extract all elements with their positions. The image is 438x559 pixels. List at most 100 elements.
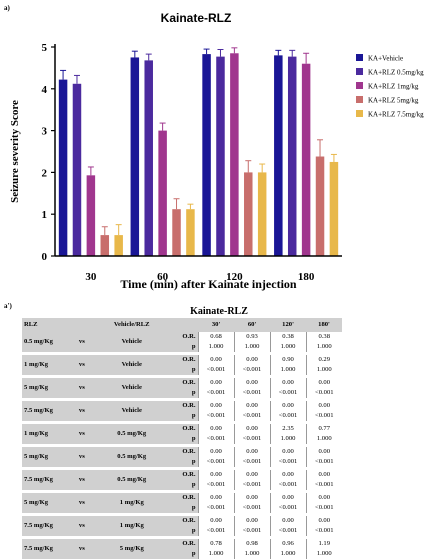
legend-swatch (356, 110, 363, 117)
x-tick-label: 60 (157, 271, 169, 283)
p-value: <0.001 (233, 388, 271, 398)
bar (100, 235, 110, 256)
or-value: 0.90 (269, 355, 307, 365)
or-value: 0.00 (305, 447, 342, 457)
p-value: <0.001 (269, 457, 307, 467)
table-row: 7.5 mg/Kg vs 0.5 mg/Kg O.R. 0.00 0.00 0.00 0.00 (22, 470, 342, 490)
or-label: O.R. (168, 470, 199, 480)
or-value: 0.00 (197, 424, 235, 434)
table-row: 0.5 mg/Kg vs Vehicle O.R. 0.68 0.93 0.38 0.38 (22, 332, 342, 352)
table-row: p <0.001 <0.001 <0.001 <0.001 (22, 457, 342, 467)
or-value: 0.00 (197, 447, 235, 457)
or-label: O.R. (168, 447, 199, 457)
comparison-dose: 7.5 mg/Kg (22, 539, 69, 559)
or-value: 0.93 (233, 332, 271, 342)
or-value: 0.00 (269, 493, 307, 503)
or-value: 0.00 (233, 516, 271, 526)
p-value: <0.001 (233, 365, 271, 375)
p-value: <0.001 (305, 503, 342, 513)
or-value: 0.00 (233, 378, 271, 388)
bar (244, 172, 253, 256)
table-row: 5 mg/Kg vs 0.5 mg/Kg O.R. 0.00 0.00 0.00 0.00 (22, 447, 342, 467)
or-value: 0.00 (233, 447, 271, 457)
comparison-reference: 0.5 mg/Kg (95, 470, 169, 490)
table-row: 7.5 mg/Kg vs Vehicle O.R. 0.00 0.00 0.00 0.00 (22, 401, 342, 421)
table-row: p <0.001 <0.001 <0.001 <0.001 (22, 503, 342, 513)
bar (315, 156, 325, 256)
bar (58, 79, 68, 256)
comparison-dose: 7.5 mg/Kg (22, 401, 69, 421)
or-value: 0.00 (269, 447, 307, 457)
legend-label: KA+RLZ 7.5mg/kg (368, 111, 424, 119)
or-value: 0.00 (197, 516, 235, 526)
or-value: 0.00 (305, 401, 342, 411)
or-value: 0.00 (269, 401, 307, 411)
legend-label: KA+RLZ 0.5mg/kg (368, 69, 424, 77)
or-value: 0.00 (305, 378, 342, 388)
legend-swatch (356, 96, 363, 103)
p-value: 1.000 (305, 434, 342, 444)
or-value: 0.29 (305, 355, 342, 365)
row-spacer (22, 467, 342, 470)
bar (257, 172, 267, 256)
bar (216, 56, 225, 256)
y-axis-label: Seizure severity Score (9, 100, 21, 203)
comparison-vs: vs (68, 447, 96, 467)
y-tick-label: 4 (42, 84, 48, 96)
comparison-dose: 5 mg/Kg (22, 378, 69, 398)
bar (114, 235, 123, 256)
x-tick-label: 180 (298, 271, 315, 283)
bar (86, 175, 96, 256)
or-value: 0.00 (197, 493, 235, 503)
x-tick-label: 120 (226, 271, 243, 283)
row-spacer (22, 513, 342, 516)
or-value: 0.00 (197, 355, 235, 365)
comparison-reference: 0.5 mg/Kg (95, 424, 169, 444)
or-label: O.R. (168, 332, 199, 342)
legend-swatch (356, 68, 363, 75)
p-label: p (168, 503, 199, 513)
p-value: <0.001 (197, 480, 235, 490)
comparison-vs: vs (68, 401, 96, 421)
y-tick-label: 3 (42, 126, 48, 138)
table-row: p <0.001 <0.001 <0.001 <0.001 (22, 411, 342, 421)
y-tick-label: 5 (42, 42, 48, 54)
table-row: p <0.001 <0.001 1.000 1.000 (22, 365, 342, 375)
y-tick-label: 2 (42, 167, 48, 179)
comparison-reference: 0.5 mg/Kg (95, 447, 169, 467)
p-value: <0.001 (197, 526, 235, 536)
header-stat (168, 318, 199, 332)
or-label: O.R. (168, 401, 199, 411)
p-label: p (168, 480, 199, 490)
or-value: 0.68 (197, 332, 235, 342)
legend-label: KA+Vehicle (368, 55, 403, 63)
comparison-dose: 5 mg/Kg (22, 447, 69, 467)
p-value: 1.000 (305, 342, 342, 352)
p-label: p (168, 526, 199, 536)
comparison-reference: Vehicle (95, 332, 169, 352)
bar (301, 63, 311, 256)
legend-swatch (356, 82, 363, 89)
comparison-vs: vs (68, 516, 96, 536)
bar-chart: Kainate-RLZ 0 1 2 3 4 5 Seizure severity Score 3… (9, 11, 424, 291)
row-spacer (22, 444, 342, 447)
or-label: O.R. (168, 539, 199, 549)
or-value: 0.00 (269, 516, 307, 526)
comparison-vs: vs (68, 378, 96, 398)
bar (172, 209, 181, 256)
or-label: O.R. (168, 516, 199, 526)
table-row: p <0.001 <0.001 1.000 1.000 (22, 434, 342, 444)
p-value: 1.000 (269, 365, 307, 375)
y-tick-label: 1 (42, 209, 48, 221)
or-value: 0.00 (197, 470, 235, 480)
or-value: 0.78 (197, 539, 235, 549)
comparison-vs: vs (68, 355, 96, 375)
p-value: 1.000 (233, 549, 271, 559)
table-row: p <0.001 <0.001 <0.001 <0.001 (22, 480, 342, 490)
header-60: 60' (234, 318, 271, 332)
p-value: <0.001 (197, 457, 235, 467)
table-row: p <0.001 <0.001 <0.001 <0.001 (22, 388, 342, 398)
bar (186, 209, 195, 256)
p-value: <0.001 (197, 411, 235, 421)
bar (72, 83, 82, 256)
